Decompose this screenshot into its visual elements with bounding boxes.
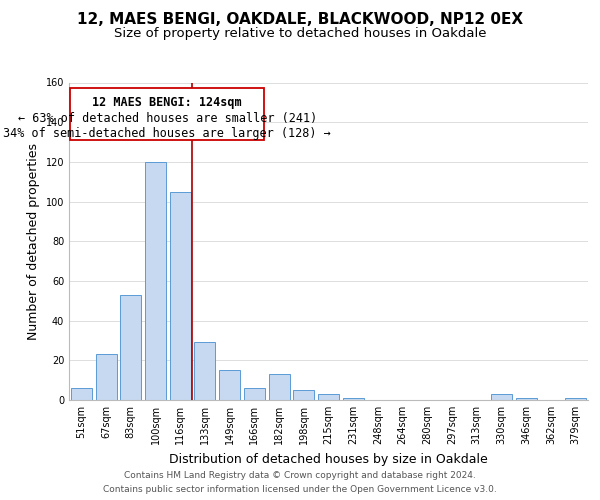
- Bar: [71, 388, 92, 400]
- Bar: [491, 394, 512, 400]
- Bar: [516, 398, 537, 400]
- Bar: [293, 390, 314, 400]
- Bar: [95, 354, 116, 400]
- Bar: [170, 192, 191, 400]
- Y-axis label: Number of detached properties: Number of detached properties: [27, 143, 40, 340]
- Bar: [120, 295, 141, 400]
- Bar: [219, 370, 240, 400]
- Text: Contains HM Land Registry data © Crown copyright and database right 2024.: Contains HM Land Registry data © Crown c…: [124, 471, 476, 480]
- Bar: [318, 394, 339, 400]
- Text: Contains public sector information licensed under the Open Government Licence v3: Contains public sector information licen…: [103, 485, 497, 494]
- Text: 12 MAES BENGI: 124sqm: 12 MAES BENGI: 124sqm: [92, 96, 242, 110]
- Bar: [343, 398, 364, 400]
- Bar: [194, 342, 215, 400]
- FancyBboxPatch shape: [70, 88, 264, 140]
- Text: Size of property relative to detached houses in Oakdale: Size of property relative to detached ho…: [114, 28, 486, 40]
- Text: 12, MAES BENGI, OAKDALE, BLACKWOOD, NP12 0EX: 12, MAES BENGI, OAKDALE, BLACKWOOD, NP12…: [77, 12, 523, 28]
- Text: ← 63% of detached houses are smaller (241): ← 63% of detached houses are smaller (24…: [17, 112, 317, 126]
- Bar: [145, 162, 166, 400]
- Text: 34% of semi-detached houses are larger (128) →: 34% of semi-detached houses are larger (…: [4, 127, 331, 140]
- Bar: [269, 374, 290, 400]
- Bar: [244, 388, 265, 400]
- Bar: [565, 398, 586, 400]
- X-axis label: Distribution of detached houses by size in Oakdale: Distribution of detached houses by size …: [169, 452, 488, 466]
